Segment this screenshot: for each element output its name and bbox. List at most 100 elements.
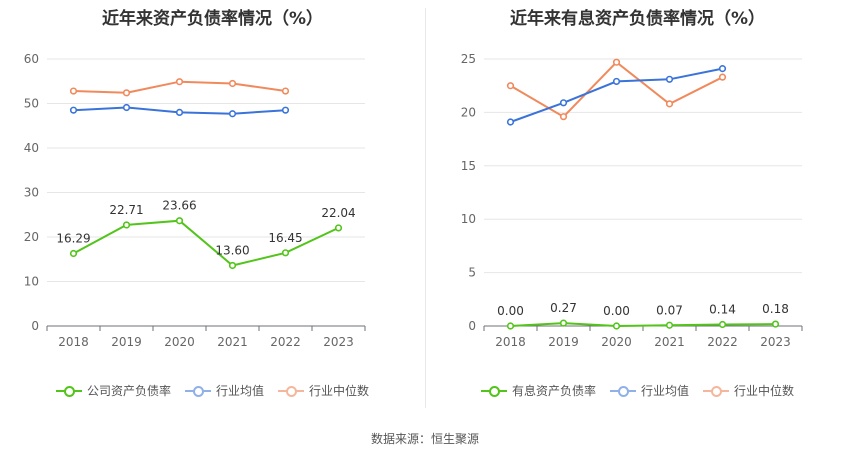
data-point	[175, 108, 184, 116]
panel-divider	[425, 8, 426, 408]
y-tick-label: 20	[461, 105, 476, 119]
data-label: 0.07	[656, 303, 683, 317]
data-point	[612, 322, 621, 330]
data-point	[559, 319, 568, 327]
legend-label: 有息资产负债率	[511, 384, 596, 398]
y-tick-label: 5	[468, 266, 476, 280]
legend-item-interest[interactable]: 有息资产负债率	[480, 382, 596, 399]
y-tick-label: 20	[24, 230, 39, 244]
x-tick-label: 2020	[601, 335, 632, 349]
legend-label: 行业中位数	[734, 384, 795, 398]
data-label: 23.66	[162, 199, 196, 213]
data-point	[771, 320, 780, 328]
series-line	[510, 67, 723, 123]
y-tick-label: 10	[461, 212, 476, 226]
data-point	[612, 58, 621, 66]
legend-label: 行业均值	[215, 384, 264, 398]
data-point	[228, 261, 237, 270]
chart-title: 近年来资产负债率情况（%）	[101, 9, 324, 29]
legend-label: 公司资产负债率	[86, 384, 171, 398]
x-tick-label: 2021	[217, 335, 248, 349]
data-label: 0.14	[709, 303, 736, 317]
data-point	[69, 87, 78, 95]
data-point	[175, 78, 184, 86]
y-tick-label: 40	[24, 141, 39, 155]
x-tick-label: 2019	[111, 335, 142, 349]
legend-marker-icon	[609, 384, 636, 398]
data-point	[718, 65, 727, 73]
chart-panel-debt-ratio: 近年来资产负债率情况（%） 0 10 20 30 40 50 60 2018 2019 2020 2…	[0, 0, 425, 410]
data-point	[506, 118, 515, 126]
series-line	[73, 219, 339, 267]
y-tick-label: 10	[24, 275, 39, 289]
y-tick-label: 50	[24, 97, 39, 111]
data-point	[175, 217, 184, 225]
legend-item-mean[interactable]: 行业均值	[609, 382, 689, 399]
data-label: 13.60	[215, 243, 249, 257]
data-point	[665, 321, 674, 329]
data-point	[69, 249, 78, 258]
data-point	[228, 110, 237, 118]
legend-marker-icon	[278, 384, 304, 398]
data-point	[665, 75, 674, 83]
debt-ratio-chart: 0 10 20 30 40 50 60 2018 2019 2020 2021 2022 2023 16.…	[24, 52, 366, 349]
data-point	[334, 224, 343, 232]
data-label: 22.04	[321, 206, 355, 220]
legend-marker-icon	[480, 384, 507, 398]
legend-item-median[interactable]: 行业中位数	[703, 382, 794, 399]
y-tick-label: 0	[468, 319, 476, 333]
data-point	[718, 73, 727, 81]
x-tick-label: 2018	[58, 335, 89, 349]
data-point	[506, 82, 515, 90]
legend-item-mean[interactable]: 行业均值	[184, 382, 264, 399]
data-point	[612, 77, 621, 86]
data-point	[506, 322, 515, 330]
data-label: 0.00	[603, 304, 630, 318]
data-label: 0.18	[762, 302, 789, 316]
data-point	[122, 89, 131, 97]
legend: 有息资产负债率 行业均值 行业中位数	[425, 382, 850, 399]
y-tick-label: 60	[24, 52, 39, 66]
data-label: 16.29	[56, 232, 90, 246]
data-label: 22.71	[109, 203, 143, 217]
data-point	[718, 320, 727, 329]
series-line	[509, 60, 723, 118]
x-tick-label: 2019	[548, 335, 579, 349]
data-point	[281, 249, 290, 257]
legend-marker-icon	[55, 384, 82, 398]
x-tick-label: 2023	[760, 335, 791, 349]
interest-debt-ratio-chart: 0 5 10 15 20 25 2018 2019 2020 2021 2022 2023 0.00 0.…	[461, 52, 803, 349]
data-point	[281, 87, 290, 95]
x-tick-label: 2022	[707, 335, 738, 349]
chart-title: 近年来有息资产负债率情况（%）	[509, 9, 766, 29]
data-point	[122, 221, 131, 229]
legend-marker-icon	[184, 384, 211, 398]
legend-label: 行业均值	[640, 384, 689, 398]
y-tick-label: 0	[31, 319, 39, 333]
data-point	[122, 103, 131, 112]
data-label: 0.27	[550, 301, 577, 315]
legend-marker-icon	[703, 384, 729, 398]
x-tick-label: 2020	[164, 335, 195, 349]
legend-item-median[interactable]: 行业中位数	[278, 382, 369, 399]
data-source: 数据来源：恒生聚源	[370, 432, 479, 446]
legend-label: 行业中位数	[309, 384, 370, 398]
legend-item-company[interactable]: 公司资产负债率	[55, 382, 171, 399]
x-tick-label: 2018	[495, 335, 526, 349]
y-tick-label: 30	[24, 186, 39, 200]
series-line	[510, 322, 776, 328]
data-point	[69, 106, 78, 114]
y-tick-label: 15	[461, 159, 476, 173]
x-tick-label: 2021	[654, 335, 685, 349]
data-label: 0.00	[497, 304, 524, 318]
data-point	[559, 113, 568, 121]
data-point	[228, 79, 237, 88]
data-point	[281, 106, 290, 114]
data-point	[559, 99, 568, 107]
x-tick-label: 2022	[270, 335, 301, 349]
chart-panel-interest-debt-ratio: 近年来有息资产负债率情况（%） 0 5 10 15 20 25 2018 2019 2020 20…	[425, 0, 850, 410]
y-tick-label: 25	[461, 52, 476, 66]
legend: 公司资产负债率 行业均值 行业中位数	[0, 382, 425, 399]
data-label: 16.45	[268, 231, 302, 245]
x-tick-label: 2023	[323, 335, 354, 349]
